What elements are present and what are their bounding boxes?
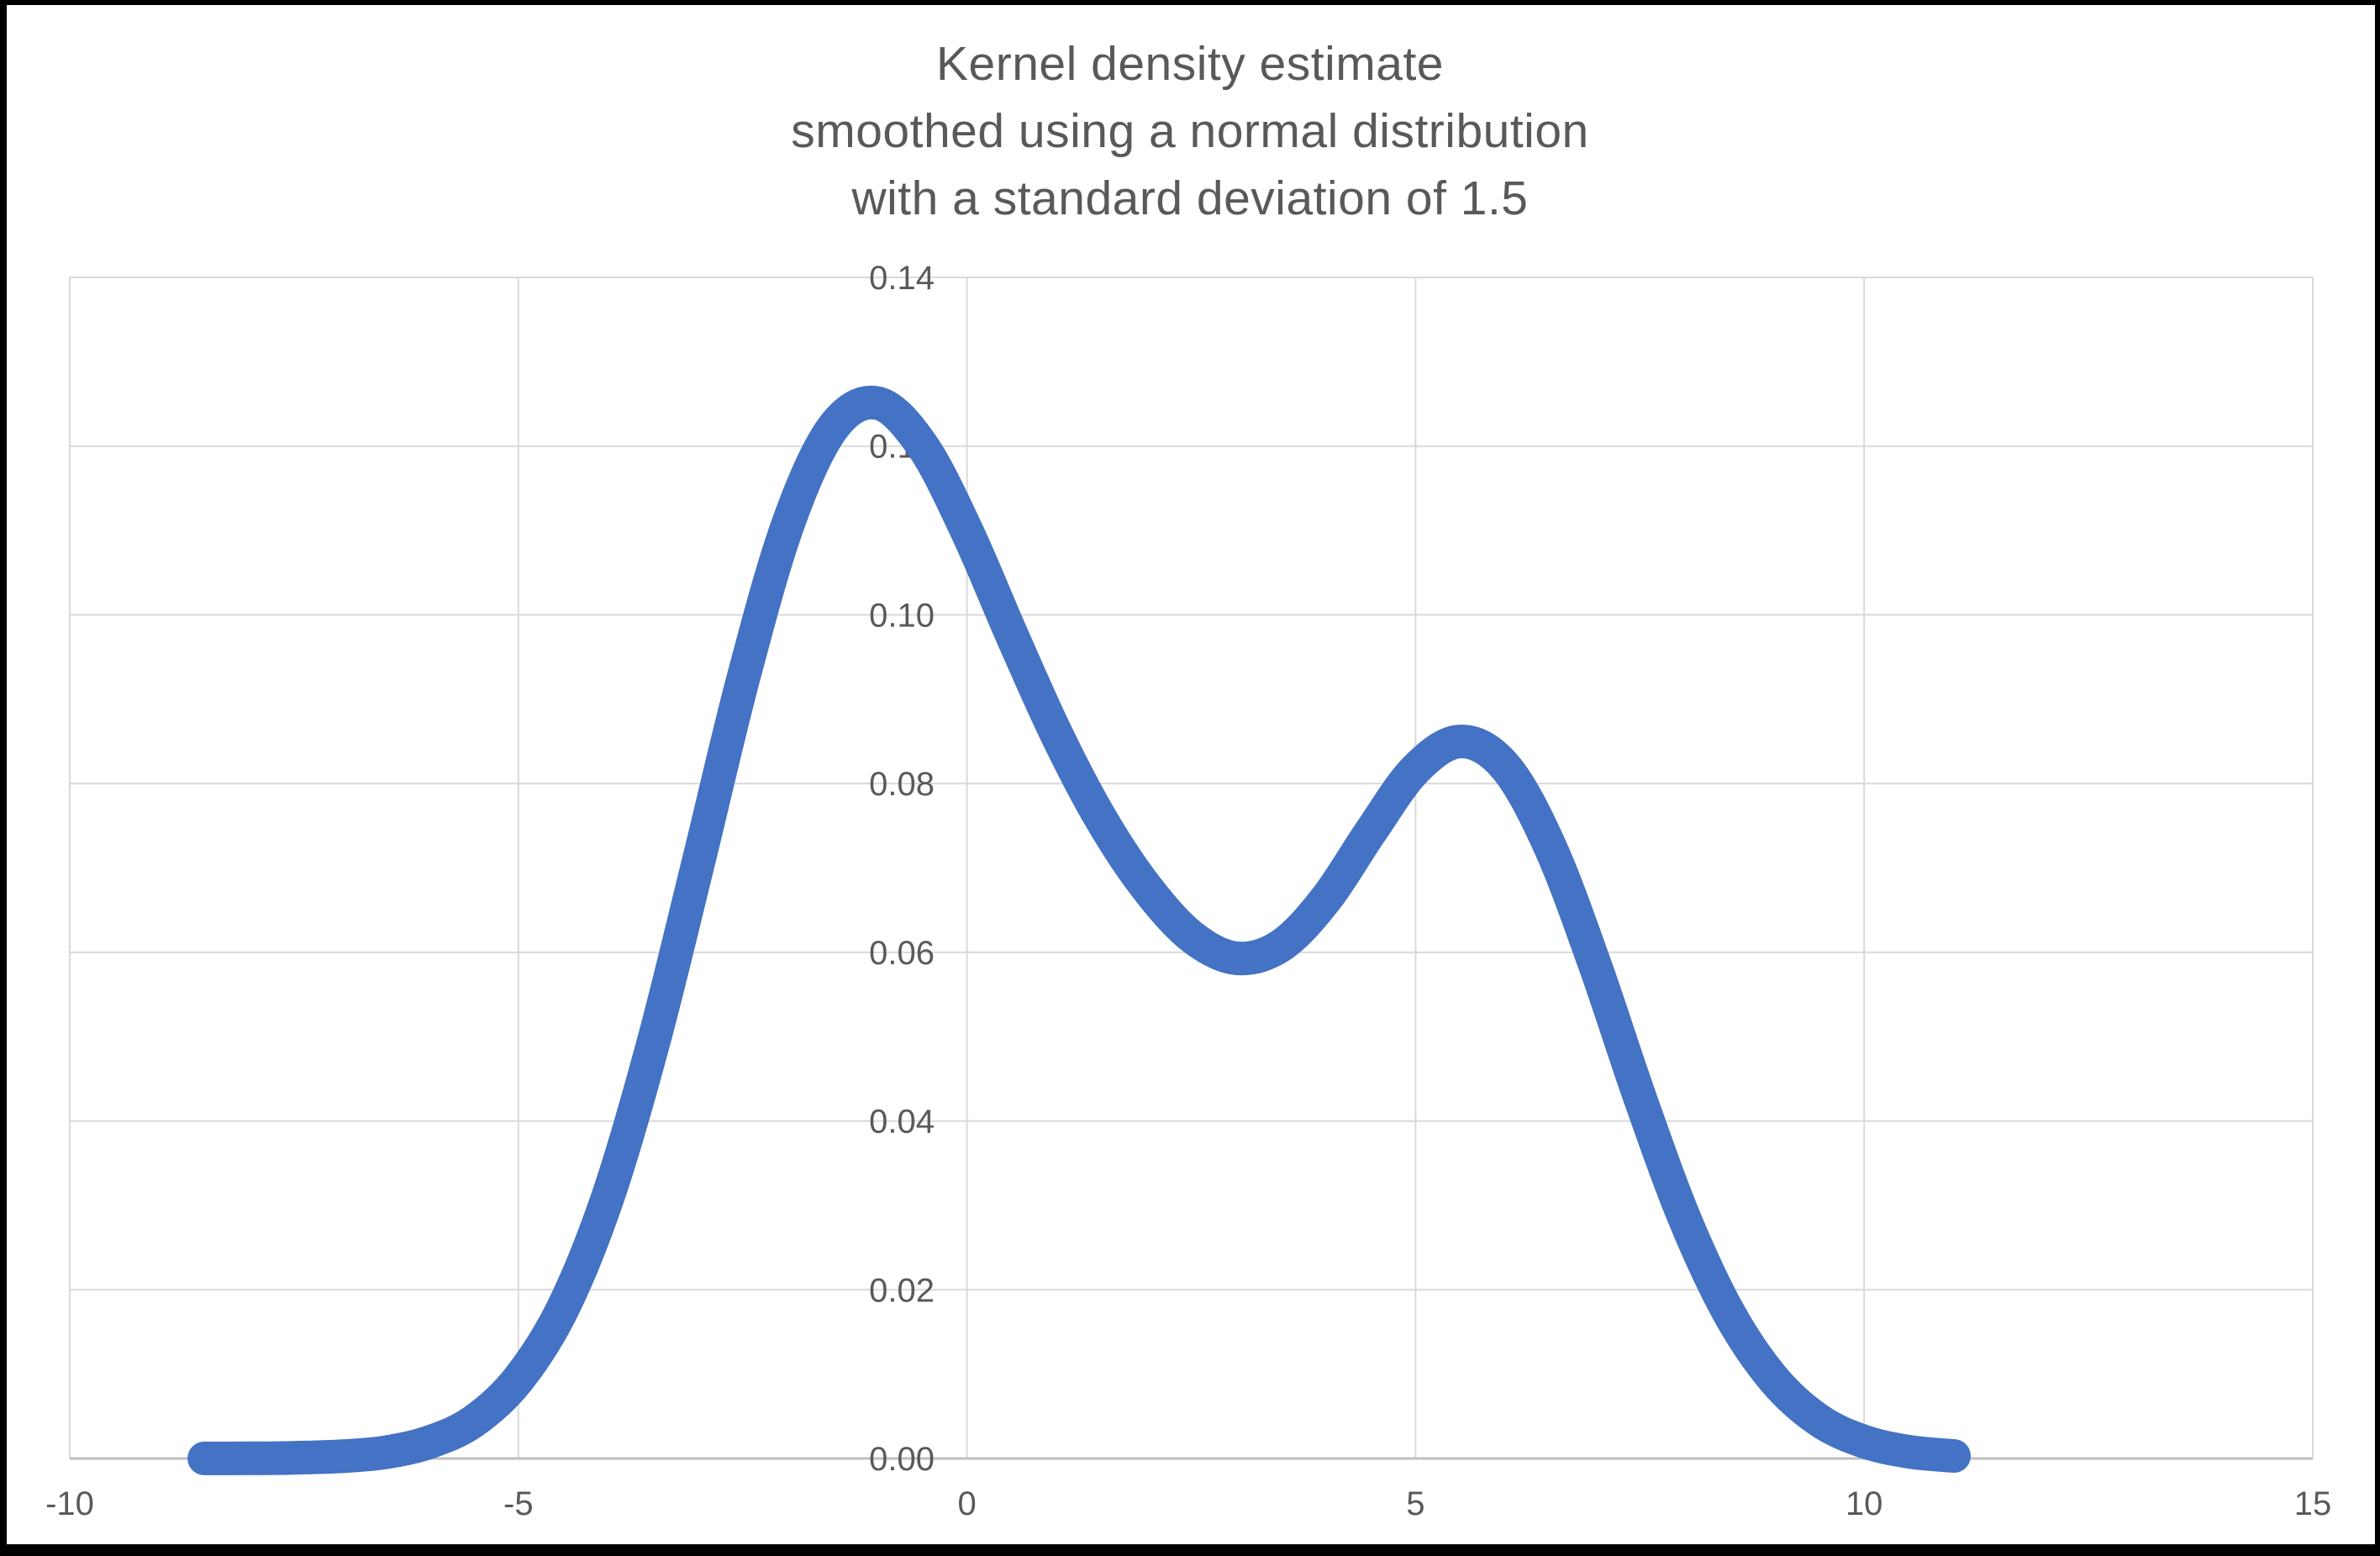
chart-title-line-3: with a standard deviation of 1.5 xyxy=(851,171,1529,225)
chart-title-line-2: smoothed using a normal distribution xyxy=(791,104,1589,158)
y-tick-label: 0.02 xyxy=(869,1272,935,1309)
chart-title-line-1: Kernel density estimate xyxy=(936,37,1444,91)
kernel-density-estimate-curve xyxy=(187,385,1971,1475)
frame-bottom xyxy=(0,1544,2380,1556)
frame-left xyxy=(0,0,7,1556)
chart-title: Kernel density estimate smoothed using a… xyxy=(0,30,2380,232)
y-tick-label: 0.10 xyxy=(869,597,935,634)
frame-top xyxy=(0,0,2380,5)
x-tick-label: 10 xyxy=(1846,1485,1883,1522)
x-tick-label: -10 xyxy=(45,1485,94,1522)
frame-right xyxy=(2375,0,2380,1556)
y-tick-label: 0.08 xyxy=(869,766,935,803)
y-tick-label: 0.06 xyxy=(869,935,935,972)
y-tick-label: 0.14 xyxy=(869,260,935,297)
x-tick-label: 5 xyxy=(1406,1485,1424,1522)
y-tick-label: 0.04 xyxy=(869,1104,935,1141)
x-tick-label: 0 xyxy=(957,1485,976,1522)
x-tick-label: 15 xyxy=(2294,1485,2332,1522)
y-tick-label: 0.00 xyxy=(869,1441,935,1478)
x-tick-label: -5 xyxy=(503,1485,534,1522)
